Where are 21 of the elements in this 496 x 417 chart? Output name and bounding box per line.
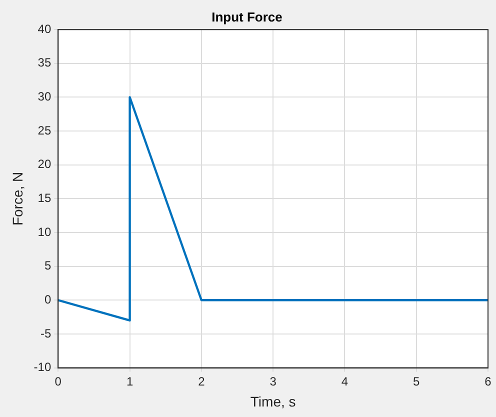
y-tick-label: -5 — [40, 326, 52, 340]
y-tick-label: 5 — [44, 258, 52, 273]
y-tick-label: 30 — [38, 90, 52, 104]
x-tick-label: 1 — [126, 374, 134, 388]
y-axis-title: Force, N — [9, 172, 26, 226]
y-tick-label: 35 — [38, 56, 52, 70]
x-tick-label: 3 — [270, 374, 277, 388]
x-tick-label: 5 — [413, 374, 420, 388]
x-axis-title: Time, s — [250, 393, 296, 410]
y-tick-label: 0 — [44, 292, 52, 306]
x-tick-label: 2 — [198, 374, 206, 388]
y-tick-label: 20 — [38, 157, 52, 172]
y-tick-label: 10 — [38, 224, 52, 239]
x-tick-label: 6 — [484, 374, 492, 388]
chart-title: Input Force — [212, 9, 282, 24]
y-tick-label: -10 — [34, 360, 52, 374]
y-tick-label: 15 — [38, 191, 52, 206]
x-tick-label: 4 — [341, 374, 348, 388]
x-tick-label: 0 — [54, 374, 62, 388]
y-tick-label: 25 — [38, 123, 52, 138]
y-tick-label: 40 — [38, 22, 52, 36]
